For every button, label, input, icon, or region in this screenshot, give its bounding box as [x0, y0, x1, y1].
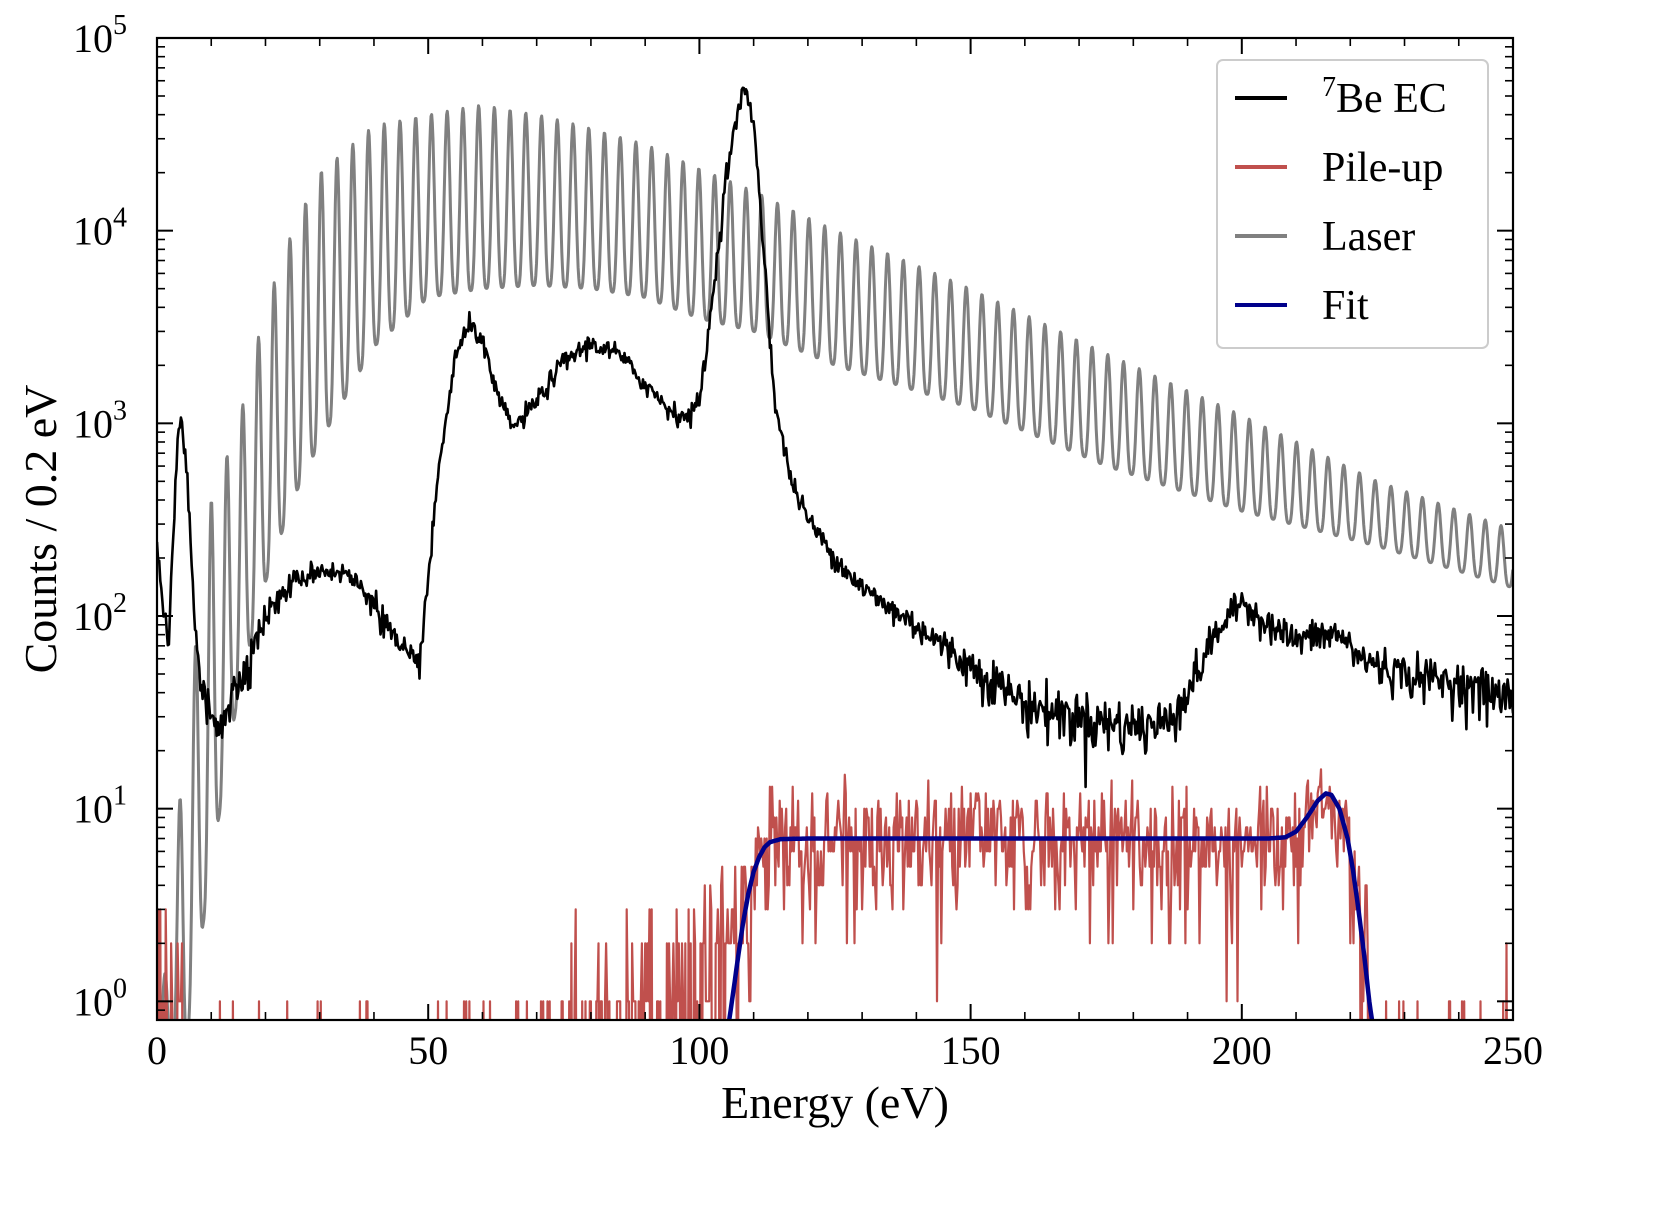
- legend-entry-label: Pile-up: [1322, 145, 1443, 191]
- plot-frame: [155, 36, 1515, 1022]
- be7-ec-series-line: [157, 86, 1513, 789]
- legend-entry-label: 7Be EC: [1322, 72, 1447, 122]
- x-tick-label: 100: [669, 1028, 729, 1073]
- x-tick-label: 0: [147, 1028, 167, 1073]
- y-axis-label: Counts / 0.2 eV: [15, 385, 66, 674]
- x-axis-label: Energy (eV): [721, 1077, 949, 1128]
- y-tick-label: 105: [73, 10, 127, 61]
- laser-series-line: [160, 104, 1513, 1020]
- x-tick-label: 50: [408, 1028, 448, 1073]
- legend-entry-label: Fit: [1322, 283, 1369, 329]
- y-tick-label: 100: [73, 973, 127, 1024]
- y-tick-label: 103: [73, 395, 127, 446]
- series-layer: [157, 86, 1513, 1020]
- legend-entry-label: Laser: [1322, 214, 1415, 260]
- pileup-series-line: [157, 768, 1508, 1020]
- legend: 7Be EC Pile-up Laser Fit: [1216, 59, 1489, 349]
- y-tick-label: 101: [73, 781, 127, 832]
- x-tick-label: 200: [1212, 1028, 1272, 1073]
- x-tick-label: 150: [941, 1028, 1001, 1073]
- legend-box: [1216, 59, 1489, 349]
- y-tick-label: 102: [73, 588, 127, 639]
- axes-layer: 0 50 100 150 200 250 100 101 102 103 104 105: [73, 10, 1543, 1073]
- y-tick-label: 104: [73, 203, 127, 254]
- x-tick-label: 250: [1483, 1028, 1543, 1073]
- fit-series-line: [726, 791, 1375, 1020]
